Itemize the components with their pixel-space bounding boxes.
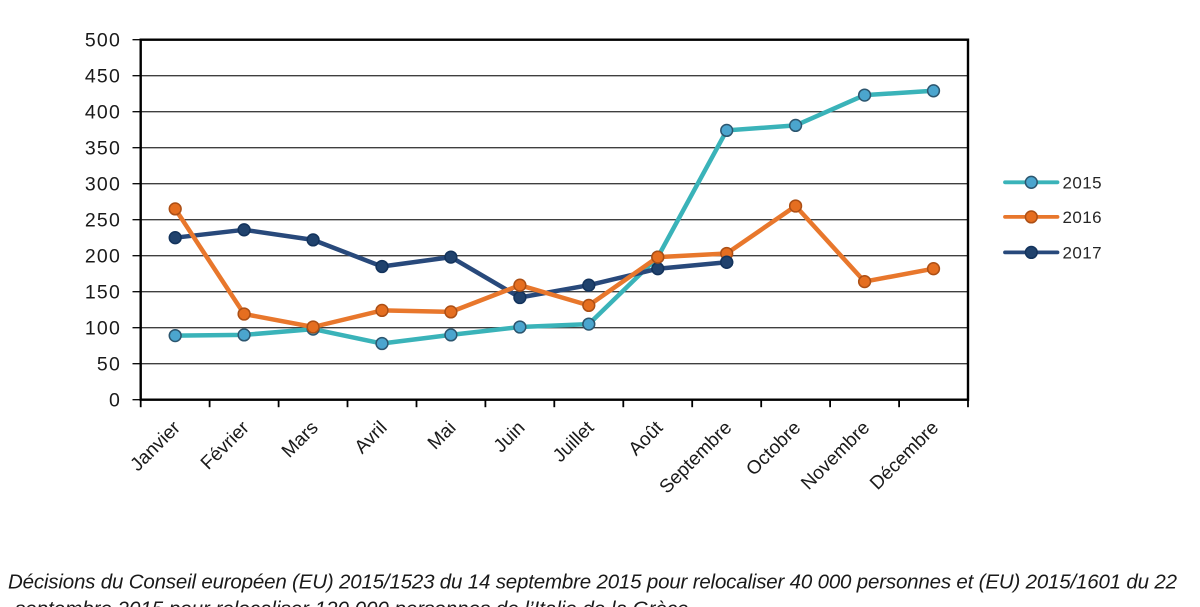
svg-text:Juin: Juin [490,417,529,456]
svg-text:Décembre: Décembre [866,417,943,494]
svg-text:50: 50 [97,354,121,376]
svg-text:400: 400 [85,102,121,124]
svg-text:septembre 2015 pour relocalise: septembre 2015 pour relocaliser 120 000 … [15,598,689,607]
svg-text:450: 450 [85,66,121,88]
svg-text:2015: 2015 [1063,174,1102,193]
svg-text:Août: Août [625,417,668,460]
svg-text:Octobre: Octobre [742,417,805,480]
svg-text:350: 350 [85,138,121,160]
svg-text:Avril: Avril [351,417,392,458]
svg-text:2016: 2016 [1063,208,1102,227]
svg-text:Décisions du Conseil européen: Décisions du Conseil européen (EU) 2015/… [8,571,1178,594]
svg-text:Mai: Mai [424,417,461,454]
svg-text:300: 300 [85,174,121,196]
svg-text:Mars: Mars [278,417,323,462]
svg-text:500: 500 [85,30,121,52]
svg-text:Septembre: Septembre [656,417,737,498]
svg-text:0: 0 [109,390,121,412]
svg-text:200: 200 [85,246,121,268]
svg-text:150: 150 [85,282,121,304]
svg-text:100: 100 [85,318,121,340]
svg-text:250: 250 [85,210,121,232]
svg-text:2017: 2017 [1063,244,1102,263]
svg-text:Février: Février [197,417,254,474]
svg-text:Janvier: Janvier [127,417,186,476]
svg-text:Juillet: Juillet [549,417,599,467]
svg-text:Novembre: Novembre [797,417,874,494]
